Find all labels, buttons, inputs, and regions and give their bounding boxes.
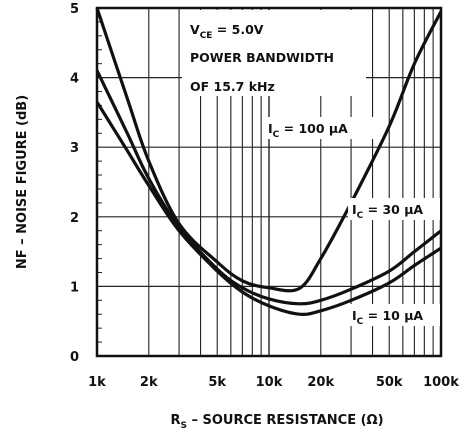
vce-annotation: VCE = 5.0V <box>190 22 264 41</box>
vce-sub: CE <box>200 31 213 41</box>
y-tick-label: 0 <box>70 350 79 365</box>
y-tick-label: 3 <box>70 141 79 156</box>
x-tick-label: 1k <box>88 375 106 390</box>
series-line-3 <box>95 101 442 317</box>
x-tick-label: 10k <box>256 375 283 390</box>
y-tick-label: 5 <box>70 2 79 17</box>
x-tick-label: 20k <box>307 375 334 390</box>
series-label-main: I <box>268 121 273 136</box>
y-tick-label: 1 <box>70 280 79 295</box>
x-tick-label: 50k <box>376 375 403 390</box>
y-axis-label: NF – NOISE FIGURE (dB) <box>15 95 30 269</box>
bandwidth-annotation-line2: OF 15.7 kHz <box>190 79 275 94</box>
x-tick-label: 5k <box>208 375 226 390</box>
series-label-background <box>348 198 440 220</box>
bandwidth-annotation-line1: POWER BANDWIDTH <box>190 50 334 65</box>
y-tick-label: 4 <box>70 72 79 87</box>
x-tick-label: 100k <box>423 375 459 390</box>
series-label-background <box>264 117 376 139</box>
series-label-sub: C <box>273 130 280 140</box>
series-label-2: IC = 30 μA <box>352 202 423 221</box>
x-tick-label: 2k <box>140 375 158 390</box>
series-label-main: I <box>352 308 357 323</box>
x-axis-label-rest: – SOURCE RESISTANCE (Ω) <box>187 413 384 428</box>
tick-labels: 1k 2k 5k 10k 20k 50k 100k 0 1 2 3 4 5 <box>70 2 459 390</box>
series-label-sub: C <box>357 317 364 327</box>
series-label-3: IC = 10 μA <box>352 308 423 327</box>
series-label-sub: C <box>357 211 364 221</box>
y-tick-label: 2 <box>70 211 79 226</box>
curves <box>95 7 443 317</box>
series-line-1 <box>95 7 443 293</box>
series-label-rest: = 30 μA <box>363 202 423 217</box>
plot-frame <box>95 6 443 358</box>
x-axis-label-sub: S <box>180 421 186 431</box>
series-label-main: I <box>352 202 357 217</box>
vce-main: V <box>190 22 200 37</box>
vce-rest: = 5.0V <box>212 22 263 37</box>
x-axis-label: RS – SOURCE RESISTANCE (Ω) <box>170 413 383 431</box>
series-label-rest: = 100 μA <box>279 121 348 136</box>
series-line-2 <box>95 69 442 306</box>
series-label-rest: = 10 μA <box>363 308 423 323</box>
series-label-1: IC = 100 μA <box>268 121 348 140</box>
annotation-background <box>182 10 366 96</box>
x-axis-label-main: R <box>170 413 180 428</box>
series-label-background <box>348 304 440 326</box>
